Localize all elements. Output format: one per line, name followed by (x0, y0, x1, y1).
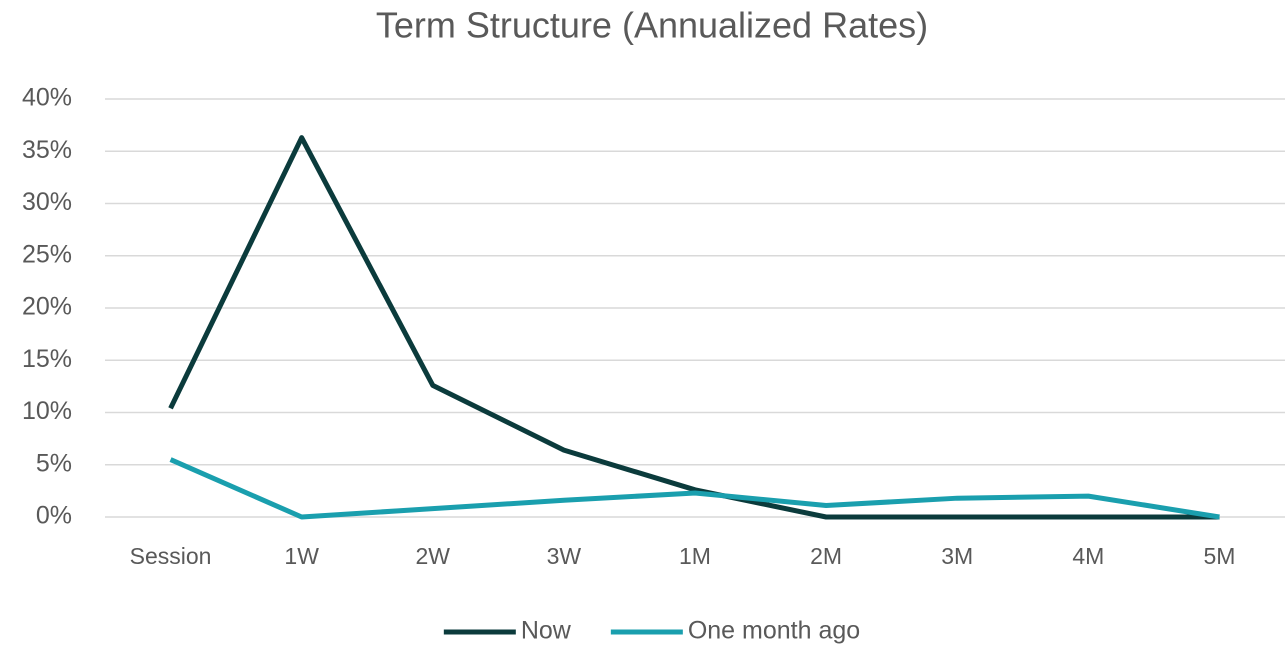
y-tick-label: 30% (22, 188, 72, 216)
y-tick-label: 20% (22, 293, 72, 321)
y-tick-label: 15% (22, 345, 72, 373)
x-tick-label: 3W (547, 543, 582, 569)
legend-label: Now (521, 617, 572, 645)
legend-label: One month ago (688, 617, 860, 645)
x-tick-label: 3M (941, 543, 973, 569)
x-tick-label: 4M (1072, 543, 1104, 569)
x-tick-label: 2M (810, 543, 842, 569)
series-line (169, 457, 1220, 520)
x-tick-label: 1M (679, 543, 711, 569)
x-tick-label: Session (130, 543, 212, 569)
x-tick-label: 2W (416, 543, 451, 569)
x-tick-label: 1W (284, 543, 319, 569)
series-line (168, 135, 1220, 520)
x-tick-label: 5M (1203, 543, 1235, 569)
y-tick-label: 35% (22, 136, 72, 164)
y-tick-label: 0% (36, 502, 72, 530)
y-tick-label: 25% (22, 240, 72, 268)
chart-title: Term Structure (Annualized Rates) (376, 5, 928, 46)
y-tick-label: 10% (22, 397, 72, 425)
y-tick-label: 5% (36, 449, 72, 477)
y-tick-label: 40% (22, 84, 72, 112)
